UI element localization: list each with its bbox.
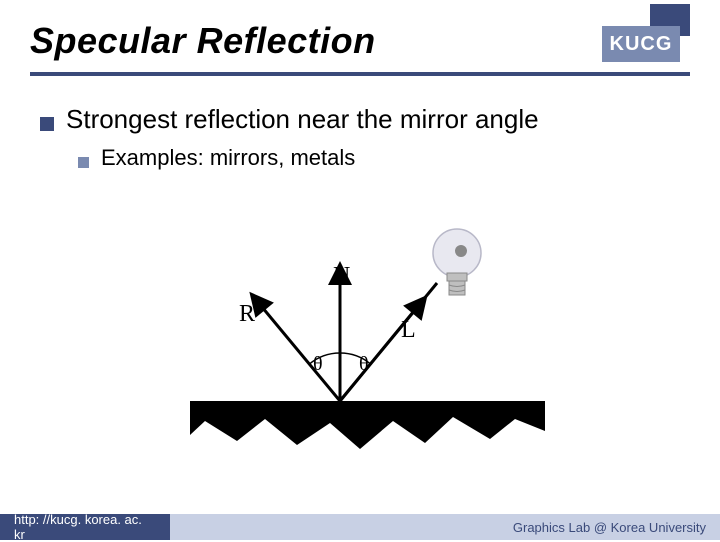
label-R: R [239, 301, 255, 328]
label-N: N [333, 263, 350, 290]
slide-content: Strongest reflection near the mirror ang… [0, 76, 720, 451]
label-theta-right: θ [359, 353, 369, 376]
lightbulb-icon [433, 229, 481, 295]
bullet-level2: Examples: mirrors, metals [78, 145, 680, 171]
bullet2-text: Examples: mirrors, metals [101, 145, 355, 171]
reflected-vector [257, 301, 340, 401]
logo-front-rect: KUCG [602, 26, 680, 62]
square-bullet-icon [40, 117, 54, 131]
label-L: L [401, 317, 416, 344]
reflection-diagram: N R L θ θ [145, 191, 575, 451]
bullet1-text: Strongest reflection near the mirror ang… [66, 104, 539, 135]
slide-header: Specular Reflection KUCG [0, 0, 720, 62]
footer-url: http: //kucg. korea. ac. kr [0, 514, 170, 540]
square-bullet-icon [78, 157, 89, 168]
slide-title: Specular Reflection [30, 20, 690, 62]
diagram-svg [145, 191, 575, 451]
footer-credit: Graphics Lab @ Korea University [170, 514, 720, 540]
logo: KUCG [602, 18, 690, 68]
surface-polygon [190, 401, 545, 449]
slide-footer: http: //kucg. korea. ac. kr Graphics Lab… [0, 514, 720, 540]
label-theta-left: θ [313, 353, 323, 376]
bullet-level1: Strongest reflection near the mirror ang… [40, 104, 680, 135]
